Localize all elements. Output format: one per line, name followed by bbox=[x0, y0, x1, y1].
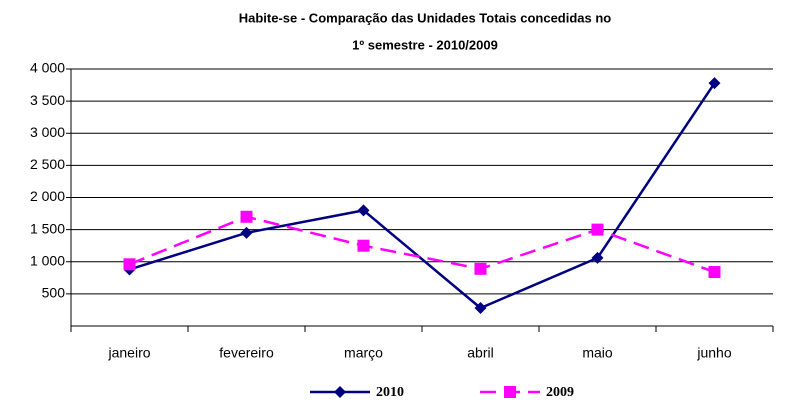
x-tick-label: junho bbox=[696, 345, 731, 361]
legend-marker bbox=[504, 386, 516, 398]
y-tick-label: 2 500 bbox=[30, 156, 65, 172]
series-line bbox=[129, 82, 716, 310]
chart-title: Habite-se - Comparação das Unidades Tota… bbox=[239, 10, 612, 25]
y-tick-label: 3 000 bbox=[30, 124, 65, 140]
y-tick-label: 2 000 bbox=[30, 188, 65, 204]
y-tick-label: 4 000 bbox=[30, 60, 65, 76]
legend-label: 2010 bbox=[376, 385, 404, 400]
marker bbox=[708, 266, 721, 279]
marker bbox=[474, 262, 487, 275]
y-tick-label: 500 bbox=[42, 285, 66, 301]
marker bbox=[474, 302, 487, 315]
marker bbox=[123, 258, 136, 271]
x-tick-label: abril bbox=[467, 345, 493, 361]
x-tick-label: maio bbox=[582, 345, 613, 361]
y-tick-label: 1 500 bbox=[30, 220, 65, 236]
x-tick-label: janeiro bbox=[107, 345, 150, 361]
marker bbox=[708, 77, 721, 90]
marker bbox=[357, 239, 370, 252]
y-tick-label: 3 500 bbox=[30, 92, 65, 108]
marker bbox=[240, 210, 253, 223]
legend-label: 2009 bbox=[546, 385, 574, 400]
legend-marker bbox=[334, 386, 346, 398]
y-tick-label: 1 000 bbox=[30, 252, 65, 268]
x-tick-label: março bbox=[344, 345, 383, 361]
marker bbox=[591, 223, 604, 236]
series-line bbox=[129, 215, 715, 274]
x-tick-label: fevereiro bbox=[219, 345, 274, 361]
marker bbox=[240, 226, 253, 239]
chart-title: 1º semestre - 2010/2009 bbox=[352, 37, 498, 52]
marker bbox=[591, 251, 604, 264]
marker bbox=[357, 204, 370, 217]
